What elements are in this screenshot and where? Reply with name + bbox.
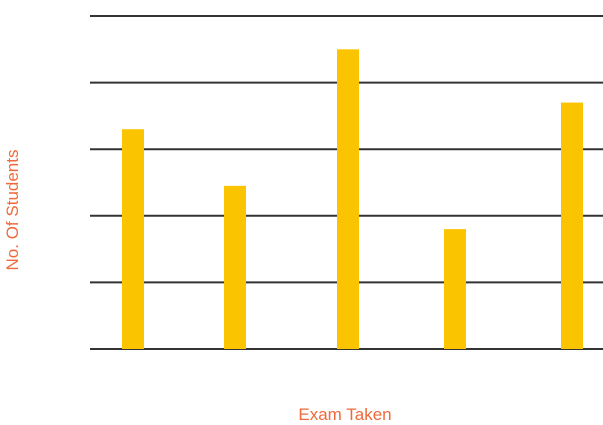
bar-2 bbox=[224, 185, 246, 349]
bar-1 bbox=[122, 129, 144, 349]
bar-3 bbox=[337, 49, 359, 350]
y-axis-label: No. Of Students bbox=[3, 150, 22, 271]
bar-4 bbox=[444, 229, 466, 349]
x-axis-label: Exam Taken bbox=[298, 405, 391, 424]
bar-5 bbox=[561, 102, 583, 349]
bars bbox=[122, 49, 583, 350]
